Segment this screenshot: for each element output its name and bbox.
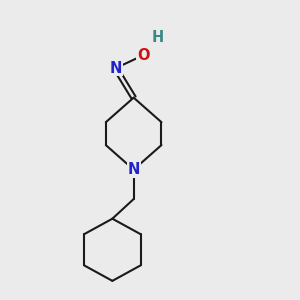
Text: N: N	[110, 61, 122, 76]
Text: H: H	[152, 30, 164, 45]
Text: N: N	[128, 162, 140, 177]
Text: O: O	[137, 48, 150, 63]
